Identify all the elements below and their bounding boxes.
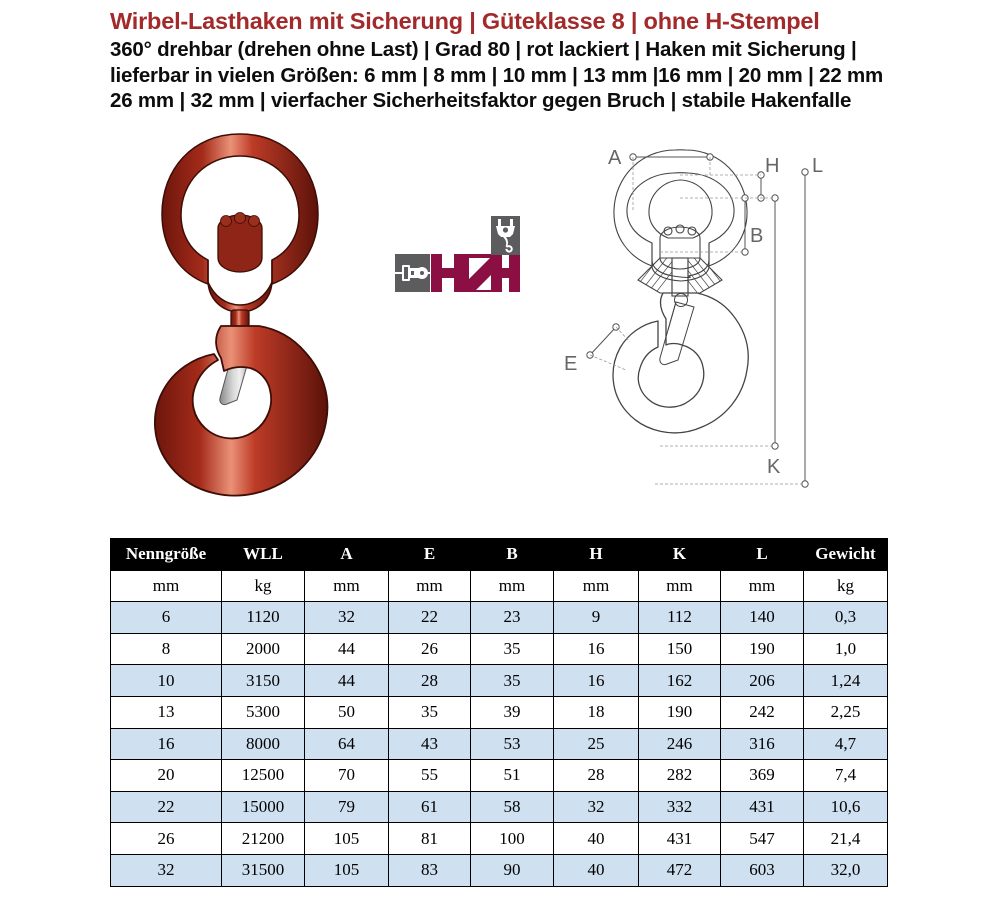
svg-text:K: K	[767, 456, 781, 478]
svg-text:E: E	[564, 353, 577, 375]
svg-text:B: B	[750, 225, 763, 247]
svg-text:H: H	[765, 155, 779, 177]
svg-text:A: A	[608, 147, 622, 169]
svg-text:L: L	[812, 155, 823, 177]
